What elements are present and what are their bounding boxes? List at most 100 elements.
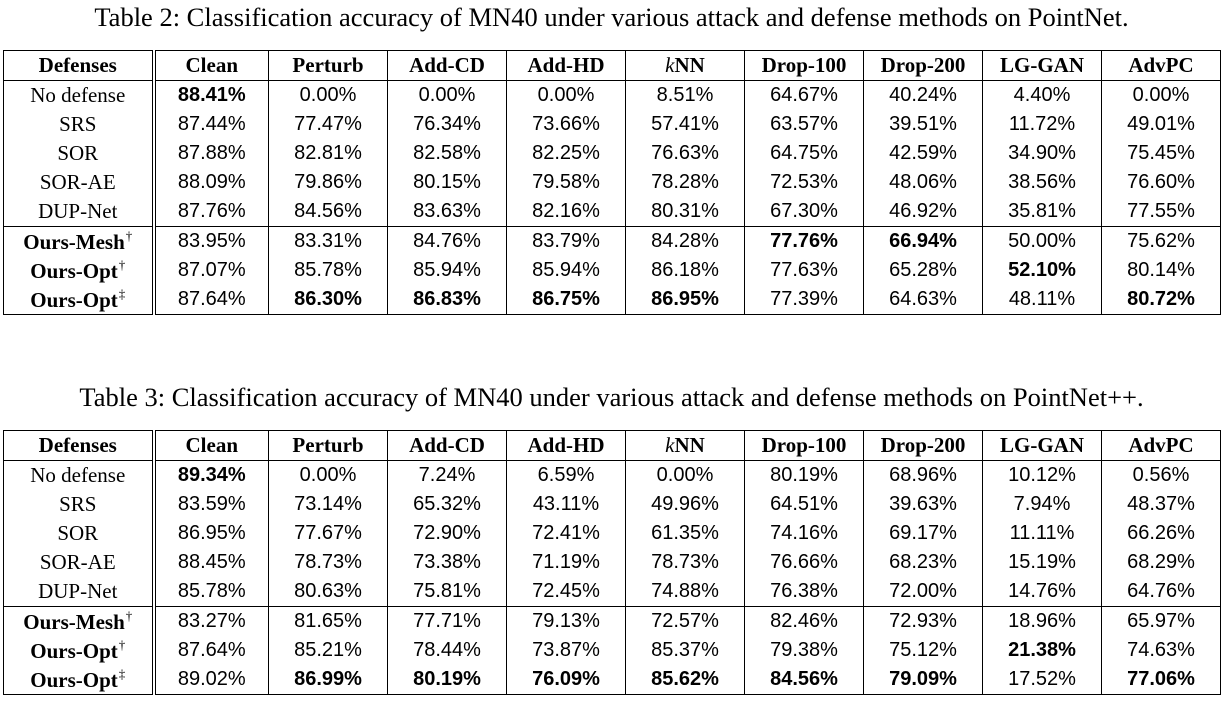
accuracy-cell: 49.96%: [625, 490, 745, 519]
header-add-hd: Add-HD: [506, 50, 626, 81]
accuracy-cell: 89.34%: [153, 460, 269, 490]
accuracy-cell: 48.37%: [1101, 490, 1221, 519]
accuracy-cell: 18.96%: [982, 606, 1102, 636]
accuracy-cell: 67.30%: [744, 197, 864, 227]
accuracy-cell: 8.51%: [625, 80, 745, 110]
accuracy-cell: 79.38%: [744, 636, 864, 665]
accuracy-cell: 43.11%: [506, 490, 626, 519]
accuracy-cell: 74.16%: [744, 519, 864, 548]
accuracy-cell: 77.67%: [268, 519, 388, 548]
accuracy-cell: 80.19%: [744, 460, 864, 490]
accuracy-cell: 11.72%: [982, 110, 1102, 139]
accuracy-cell: 85.78%: [268, 256, 388, 285]
table-body: No defense 89.34% 0.00% 7.24% 6.59% 0.00% 80.1…: [3, 460, 1221, 695]
header-defenses: Defenses: [3, 430, 156, 461]
accuracy-cell: 89.02%: [153, 665, 269, 695]
header-lg-gan: LG-GAN: [982, 50, 1102, 81]
accuracy-cell: 39.51%: [863, 110, 983, 139]
table-row: SRS 87.44% 77.47% 76.34% 73.66% 57.41% 63.57% 3…: [3, 110, 1221, 139]
accuracy-cell: 39.63%: [863, 490, 983, 519]
accuracy-cell: 72.41%: [506, 519, 626, 548]
defense-name: No defense: [30, 463, 126, 487]
accuracy-cell: 85.37%: [625, 636, 745, 665]
accuracy-cell: 0.00%: [387, 80, 507, 110]
accuracy-cell: 65.32%: [387, 490, 507, 519]
defense-name: DUP-Net: [38, 199, 118, 223]
accuracy-cell: 72.00%: [863, 577, 983, 607]
accuracy-cell: 10.12%: [982, 460, 1102, 490]
accuracy-cell: 80.63%: [268, 577, 388, 607]
accuracy-cell: 40.24%: [863, 80, 983, 110]
accuracy-cell: 80.15%: [387, 168, 507, 197]
accuracy-cell: 74.88%: [625, 577, 745, 607]
accuracy-cell: 86.95%: [153, 519, 269, 548]
accuracy-cell: 78.44%: [387, 636, 507, 665]
accuracy-cell: 75.45%: [1101, 139, 1221, 168]
footnote-mark: ‡: [118, 286, 126, 301]
defense-name-cell: No defense: [3, 460, 156, 490]
accuracy-cell: 77.76%: [744, 226, 864, 256]
accuracy-cell: 83.63%: [387, 197, 507, 227]
defense-name: Ours-Opt: [30, 259, 118, 283]
footnote-mark: ‡: [118, 666, 126, 681]
accuracy-cell: 73.66%: [506, 110, 626, 139]
accuracy-cell: 79.58%: [506, 168, 626, 197]
accuracy-cell: 64.76%: [1101, 577, 1221, 607]
defense-name-cell: SOR: [3, 139, 156, 168]
table-row: SOR-AE 88.09% 79.86% 80.15% 79.58% 78.28% 72.5…: [3, 168, 1221, 197]
accuracy-cell: 21.38%: [982, 636, 1102, 665]
defense-name-cell: SRS: [3, 490, 156, 519]
accuracy-cell: 76.34%: [387, 110, 507, 139]
accuracy-cell: 69.17%: [863, 519, 983, 548]
defense-name: Ours-Opt: [30, 288, 118, 312]
accuracy-cell: 72.90%: [387, 519, 507, 548]
defense-name: Ours-Mesh: [23, 230, 125, 254]
accuracy-cell: 77.63%: [744, 256, 864, 285]
accuracy-cell: 72.93%: [863, 606, 983, 636]
accuracy-cell: 85.21%: [268, 636, 388, 665]
header-add-cd: Add-CD: [387, 430, 507, 461]
results-table: Defenses Clean Perturb Add-CD Add-HD kNN Drop-…: [3, 430, 1221, 695]
table-3-block: Table 3: Classification accuracy of MN40…: [0, 380, 1223, 695]
header-drop-200: Drop-200: [863, 430, 983, 461]
accuracy-cell: 82.16%: [506, 197, 626, 227]
accuracy-cell: 34.90%: [982, 139, 1102, 168]
accuracy-cell: 0.00%: [506, 80, 626, 110]
accuracy-cell: 80.14%: [1101, 256, 1221, 285]
accuracy-cell: 88.45%: [153, 548, 269, 577]
accuracy-cell: 64.63%: [863, 285, 983, 315]
header-knn: kNN: [625, 430, 745, 461]
accuracy-cell: 61.35%: [625, 519, 745, 548]
accuracy-cell: 86.75%: [506, 285, 626, 315]
accuracy-cell: 68.23%: [863, 548, 983, 577]
accuracy-cell: 86.83%: [387, 285, 507, 315]
footnote-mark: †: [125, 608, 133, 623]
table-row: Ours-Opt‡ 87.64% 86.30% 86.83% 86.75% 86.95% 7…: [3, 285, 1221, 315]
accuracy-cell: 15.19%: [982, 548, 1102, 577]
accuracy-cell: 7.94%: [982, 490, 1102, 519]
defense-name: SOR: [57, 141, 99, 165]
table-row: DUP-Net 85.78% 80.63% 75.81% 72.45% 74.88% 76.…: [3, 577, 1221, 607]
table-row: No defense 88.41% 0.00% 0.00% 0.00% 8.51% 64.6…: [3, 80, 1221, 110]
accuracy-cell: 66.26%: [1101, 519, 1221, 548]
defense-name: Ours-Mesh: [23, 610, 125, 634]
accuracy-cell: 84.76%: [387, 226, 507, 256]
accuracy-cell: 0.00%: [625, 460, 745, 490]
header-drop-200: Drop-200: [863, 50, 983, 81]
table-row: SOR 87.88% 82.81% 82.58% 82.25% 76.63% 64.75% 4…: [3, 139, 1221, 168]
accuracy-cell: 76.09%: [506, 665, 626, 695]
accuracy-cell: 65.28%: [863, 256, 983, 285]
header-perturb: Perturb: [268, 430, 388, 461]
accuracy-cell: 64.75%: [744, 139, 864, 168]
accuracy-cell: 64.67%: [744, 80, 864, 110]
defense-name-cell: DUP-Net: [3, 197, 156, 227]
accuracy-cell: 85.94%: [506, 256, 626, 285]
accuracy-cell: 14.76%: [982, 577, 1102, 607]
header-add-hd: Add-HD: [506, 430, 626, 461]
accuracy-cell: 78.73%: [625, 548, 745, 577]
accuracy-cell: 87.88%: [153, 139, 269, 168]
defense-name-cell: SOR: [3, 519, 156, 548]
accuracy-cell: 76.38%: [744, 577, 864, 607]
defense-name-cell: Ours-Mesh†: [3, 226, 156, 256]
accuracy-cell: 35.81%: [982, 197, 1102, 227]
